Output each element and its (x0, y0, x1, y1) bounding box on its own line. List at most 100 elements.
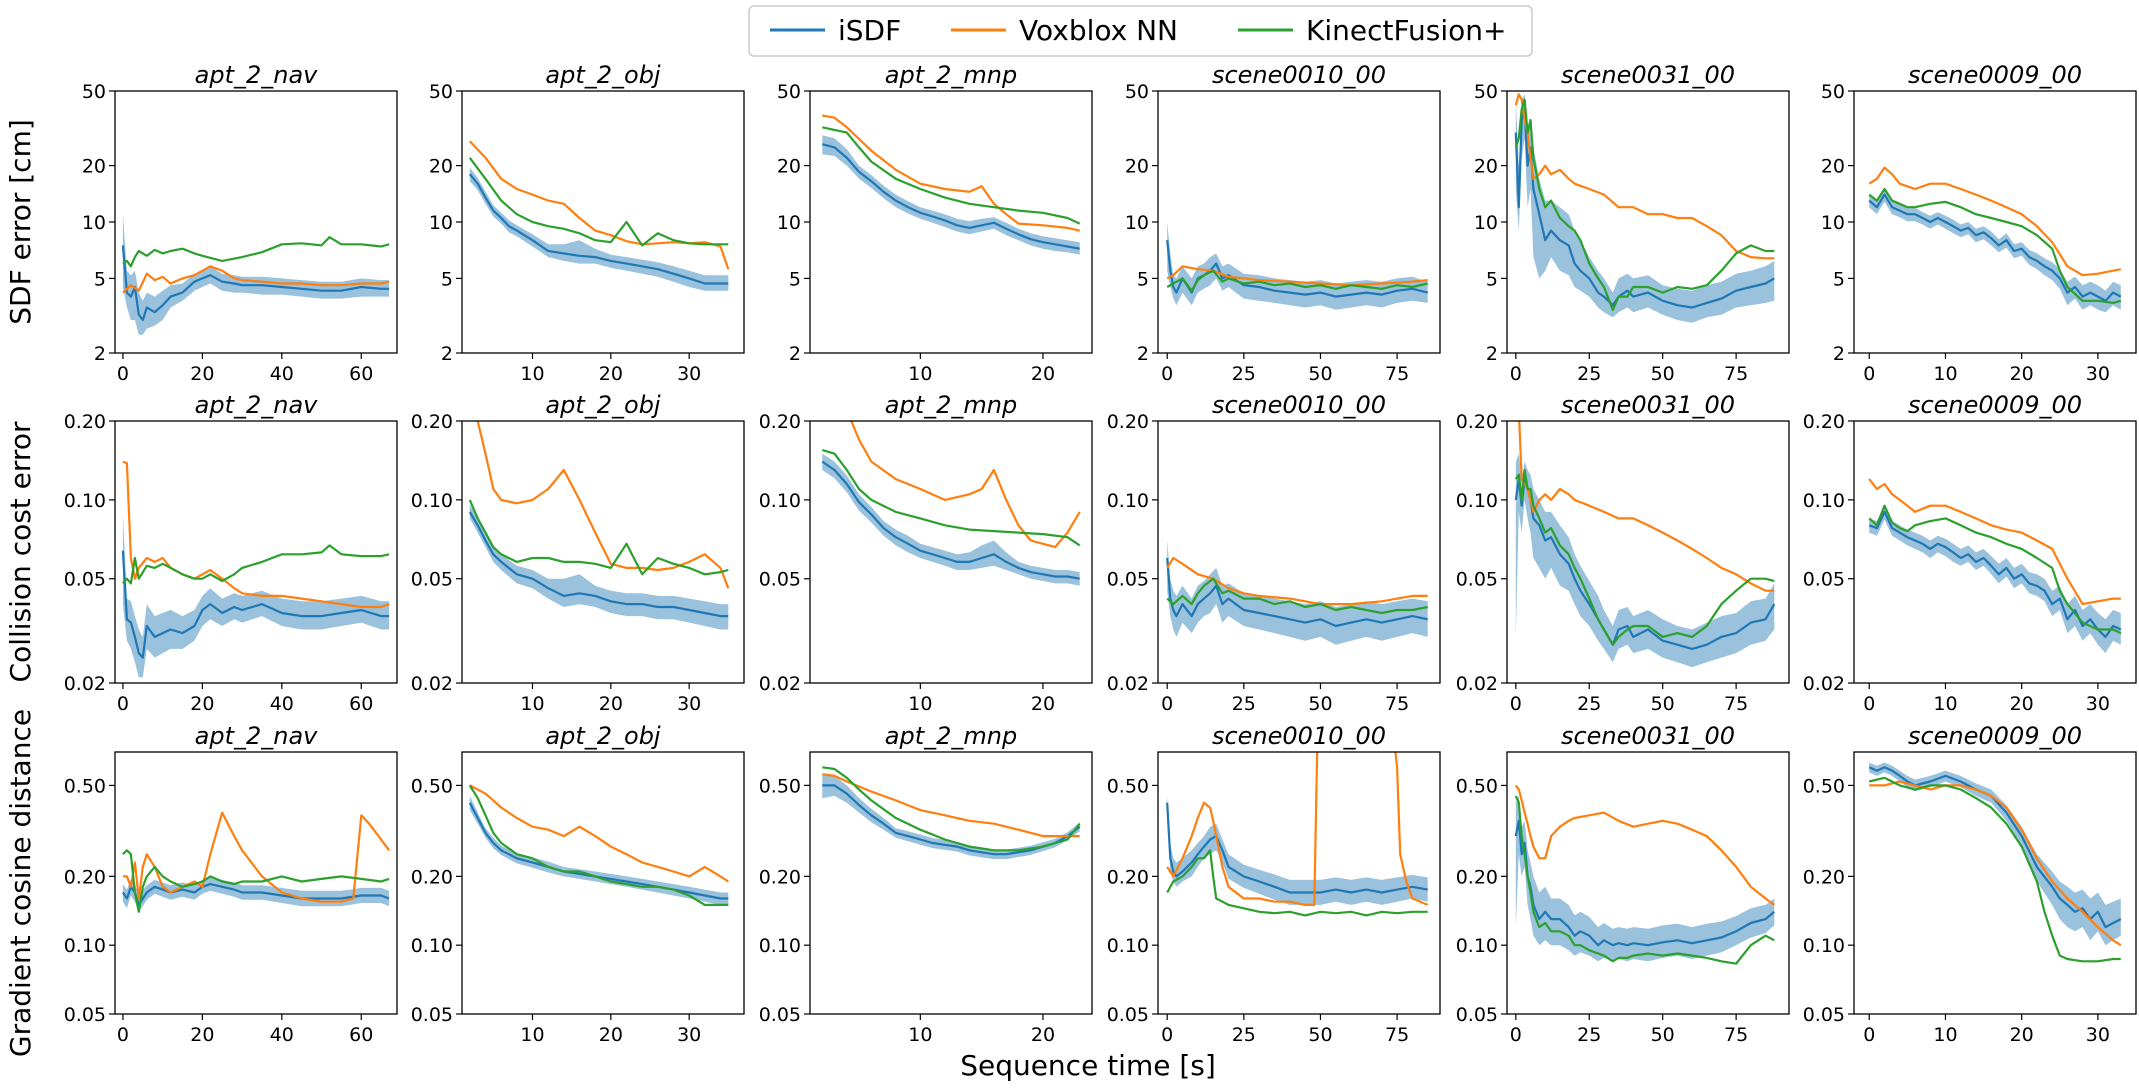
row-ylabel: SDF error [cm] (4, 119, 37, 325)
x-tick-label: 20 (2010, 1024, 2034, 1046)
x-tick-label: 50 (1651, 363, 1675, 385)
y-tick-label: 0.20 (759, 866, 801, 888)
panel-title: scene0031_00 (1561, 722, 1735, 750)
x-tick-label: 0 (1510, 363, 1522, 385)
y-tick-label: 0.20 (411, 866, 453, 888)
plot-area (1166, 752, 1429, 917)
y-tick-label: 50 (429, 81, 453, 103)
legend-item-voxblox-nn: Voxblox NN (951, 14, 1178, 47)
legend-item-kinectfusion: KinectFusion+ (1238, 14, 1507, 47)
panel-r1c3: scene0010_00 0.02 0.05 0.10 0.20 0 25 50 75 (1107, 391, 1441, 715)
y-tick-label: 0.05 (1107, 1004, 1149, 1026)
x-tick-label: 20 (599, 1024, 623, 1046)
y-tick-label: 0.05 (64, 569, 106, 591)
panel-title: apt_2_nav (195, 722, 319, 750)
x-tick-label: 30 (2086, 1024, 2110, 1046)
y-tick-label: 0.05 (1456, 1004, 1498, 1026)
panel-r2c2: apt_2_mnp 0.05 0.10 0.20 0.50 10 20 (759, 722, 1093, 1046)
panel-title: scene0009_00 (1908, 391, 2082, 419)
row-labels: SDF error [cm] Collision cost error Gradie… (4, 119, 37, 1057)
y-tick-label: 0.05 (411, 569, 453, 591)
plot-area (1166, 540, 1428, 645)
x-tick-label: 0 (1161, 1024, 1173, 1046)
y-tick-label: 0.20 (1456, 866, 1498, 888)
y-tick-label: 0.10 (1803, 935, 1845, 957)
x-tick-label: 10 (908, 1024, 932, 1046)
band-isdf (1869, 504, 2121, 654)
y-tick-label: 2 (1486, 343, 1498, 365)
panel-title: scene0031_00 (1561, 61, 1735, 89)
x-tick-label: 50 (1308, 693, 1332, 715)
series-line-kinectfusion (468, 499, 729, 576)
series-line-isdf (468, 511, 729, 618)
legend-item-isdf: iSDF (770, 14, 901, 47)
y-tick-label: 0.20 (411, 411, 453, 433)
series-line-kinectfusion (1868, 187, 2122, 304)
band-isdf (1515, 453, 1775, 668)
y-tick-label: 50 (1821, 81, 1845, 103)
band-isdf (1515, 94, 1775, 323)
x-tick-label: 25 (1577, 1024, 1601, 1046)
y-tick-label: 0.10 (1456, 935, 1498, 957)
band-isdf (1167, 795, 1428, 905)
panel-r0c1: apt_2_obj 2 5 10 20 50 10 20 30 (429, 61, 745, 385)
y-tick-label: 0.05 (411, 1004, 453, 1026)
x-tick-label: 75 (1724, 693, 1748, 715)
y-tick-label: 0.02 (1456, 673, 1498, 695)
y-tick-label: 0.10 (1456, 490, 1498, 512)
x-tick-label: 30 (2086, 693, 2110, 715)
panel-r1c0: apt_2_nav 0.02 0.05 0.10 0.20 0 20 40 60 (64, 391, 398, 715)
panel-r0c5: scene0009_00 2 5 10 20 50 0 10 20 30 (1821, 61, 2137, 385)
series-line-voxblox-nn (822, 773, 1080, 838)
x-tick-label: 25 (1232, 1024, 1256, 1046)
y-tick-label: 0.05 (64, 1004, 106, 1026)
series-line-voxblox-nn (476, 421, 730, 589)
series-line-isdf (121, 245, 390, 322)
x-tick-label: 10 (1933, 693, 1957, 715)
y-tick-label: 20 (777, 156, 801, 178)
axes-frame (1853, 90, 2137, 354)
x-tick-label: 10 (520, 693, 544, 715)
axes-frame (1506, 751, 1790, 1015)
y-tick-label: 5 (94, 268, 106, 290)
x-tick-label: 20 (190, 693, 214, 715)
x-tick-label: 0 (1161, 363, 1173, 385)
x-tick-label: 10 (1933, 363, 1957, 385)
y-tick-label: 5 (1486, 268, 1498, 290)
y-tick-label: 5 (441, 268, 453, 290)
plot-area (1166, 222, 1428, 310)
y-tick-label: 20 (1474, 156, 1498, 178)
series-line-voxblox-nn (1166, 556, 1428, 606)
y-tick-label: 0.20 (759, 411, 801, 433)
band-isdf (822, 135, 1080, 255)
y-tick-label: 0.20 (1456, 411, 1498, 433)
y-tick-label: 0.50 (64, 775, 106, 797)
x-tick-label: 10 (520, 1024, 544, 1046)
series-line-isdf (468, 173, 729, 285)
panel-r2c3: scene0010_00 0.05 0.10 0.20 0.50 0 25 50 75 (1107, 722, 1441, 1046)
series-line-voxblox-nn (1515, 421, 1775, 592)
series-line-voxblox-nn (1514, 93, 1775, 260)
x-tick-label: 20 (599, 693, 623, 715)
panel-title: apt_2_nav (195, 391, 319, 419)
x-tick-label: 75 (1385, 1024, 1409, 1046)
y-tick-label: 5 (1833, 268, 1845, 290)
band-isdf (469, 167, 729, 291)
panel-title: apt_2_mnp (885, 391, 1017, 419)
series-line-voxblox-nn (122, 811, 390, 903)
x-tick-label: 10 (908, 363, 932, 385)
y-tick-label: 0.10 (1803, 490, 1845, 512)
y-tick-label: 0.20 (1803, 866, 1845, 888)
series-line-kinectfusion (468, 784, 729, 907)
x-tick-label: 0 (1863, 693, 1875, 715)
series-line-kinectfusion (1166, 269, 1428, 292)
y-tick-label: 0.50 (1456, 775, 1498, 797)
x-tick-label: 50 (1651, 693, 1675, 715)
y-tick-label: 0.05 (1803, 1004, 1845, 1026)
band-isdf (469, 504, 729, 630)
panel-r2c4: scene0031_00 0.05 0.10 0.20 0.50 0 25 50 75 (1456, 722, 1790, 1046)
panel-r1c1: apt_2_obj 0.02 0.05 0.10 0.20 10 20 30 (411, 391, 745, 715)
y-tick-label: 0.20 (1107, 866, 1149, 888)
y-tick-label: 0.10 (759, 490, 801, 512)
